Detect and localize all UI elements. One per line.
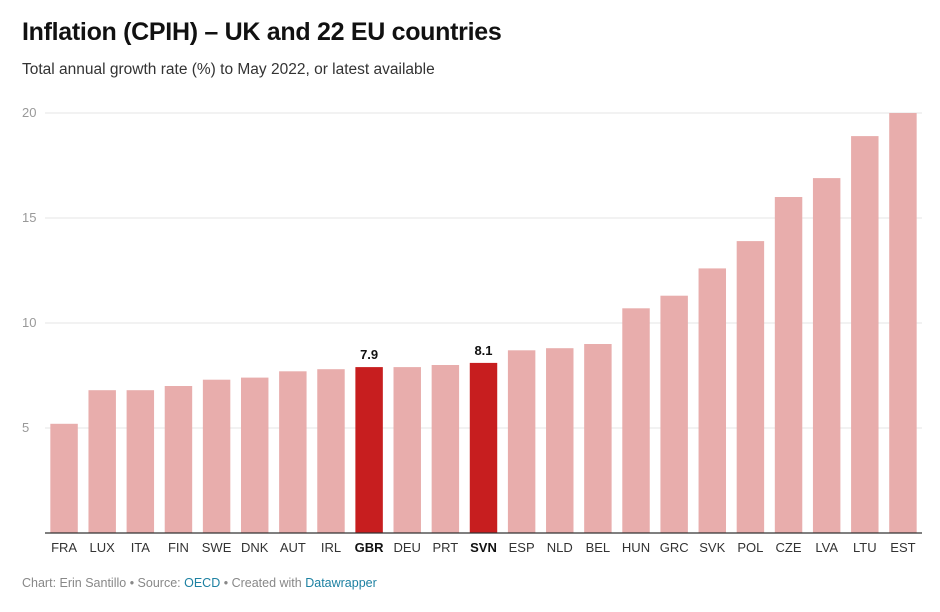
bar-fra <box>50 423 78 533</box>
labels: 5 10 15 20 FRA LUX ITA FIN SWE DNK AUT IRL GBR 7.9 DEU… <box>22 105 922 555</box>
bar-lux <box>88 390 116 533</box>
bar-ltu <box>851 136 879 533</box>
bar-dnk <box>240 377 269 533</box>
datawrapper-link[interactable]: Datawrapper <box>305 576 377 590</box>
bar-ita <box>126 390 155 533</box>
x-tick-label-bel: BEL <box>586 540 611 555</box>
y-tick-label-20: 20 <box>22 105 36 120</box>
x-tick-label-nld: NLD <box>547 540 573 555</box>
bar-gbr <box>355 367 383 533</box>
bar-swe <box>202 379 231 533</box>
x-tick-label-grc: GRC <box>660 540 689 555</box>
bar-hun <box>622 308 650 533</box>
chart-footer: Chart: Erin Santillo • Source: OECD • Cr… <box>22 576 377 590</box>
x-tick-label-swe: SWE <box>202 540 232 555</box>
bars <box>50 113 917 533</box>
footer-author: Chart: Erin Santillo <box>22 576 127 590</box>
x-tick-label-deu: DEU <box>394 540 421 555</box>
footer-source-prefix: Source: <box>137 576 185 590</box>
bar-svn <box>469 362 498 533</box>
bar-pol <box>736 241 765 533</box>
bar-esp <box>507 350 536 533</box>
x-tick-label-svk: SVK <box>699 540 725 555</box>
data-label-svn: 8.1 <box>474 343 492 358</box>
y-tick-label-5: 5 <box>22 420 29 435</box>
footer-separator: • <box>126 576 138 590</box>
bar-svk <box>698 268 727 533</box>
bar-lva <box>812 178 841 533</box>
x-tick-label-esp: ESP <box>509 540 535 555</box>
bar-cze <box>774 197 803 533</box>
x-tick-label-ltu: LTU <box>853 540 877 555</box>
chart-subtitle: Total annual growth rate (%) to May 2022… <box>22 61 435 78</box>
bar-deu <box>393 367 421 533</box>
x-tick-label-fin: FIN <box>168 540 189 555</box>
source-link[interactable]: OECD <box>184 576 221 590</box>
y-tick-label-10: 10 <box>22 315 36 330</box>
x-tick-label-pol: POL <box>737 540 763 555</box>
x-tick-label-est: EST <box>890 540 915 555</box>
x-tick-label-prt: PRT <box>432 540 458 555</box>
bar-prt <box>431 365 460 533</box>
x-tick-label-lux: LUX <box>90 540 116 555</box>
x-tick-label-lva: LVA <box>815 540 838 555</box>
bar-irl <box>317 369 345 533</box>
bar-bel <box>584 344 612 533</box>
bar-aut <box>279 371 307 533</box>
y-tick-label-15: 15 <box>22 210 36 225</box>
x-tick-label-ita: ITA <box>131 540 151 555</box>
x-tick-label-fra: FRA <box>51 540 77 555</box>
x-tick-label-gbr: GBR <box>355 540 385 555</box>
x-tick-label-cze: CZE <box>776 540 802 555</box>
footer-separator: • <box>220 576 232 590</box>
bar-grc <box>660 295 688 533</box>
footer-created-prefix: Created with <box>231 576 306 590</box>
bar-nld <box>546 348 574 533</box>
x-tick-label-irl: IRL <box>321 540 341 555</box>
x-tick-label-hun: HUN <box>622 540 650 555</box>
bar-est <box>889 113 917 533</box>
x-tick-label-dnk: DNK <box>241 540 269 555</box>
x-tick-label-svn: SVN <box>470 540 497 555</box>
bar-fin <box>164 386 193 533</box>
chart-title: Inflation (CPIH) – UK and 22 EU countrie… <box>22 18 502 46</box>
data-label-gbr: 7.9 <box>360 347 378 362</box>
x-tick-label-aut: AUT <box>280 540 306 555</box>
